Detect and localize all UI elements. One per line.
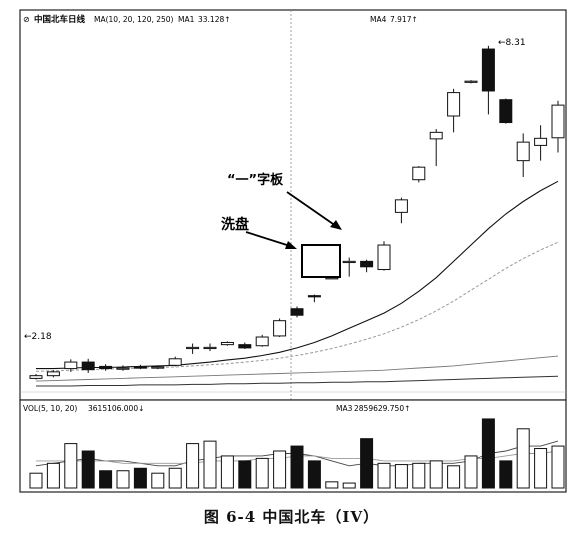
ma-line-ma4 <box>36 375 559 387</box>
low-price-label: ←2.18 <box>24 332 52 342</box>
volume-bar-up <box>516 428 530 489</box>
yi-board-arrow <box>286 191 337 227</box>
volume-bar-down <box>99 470 113 489</box>
yi-board-annotation: “一”字板 <box>227 172 284 188</box>
volume-bar-up <box>46 462 60 489</box>
volume-bar-down <box>499 460 513 489</box>
volume-bar-up <box>394 464 408 489</box>
volume-bar-up <box>255 457 269 489</box>
candle-down <box>481 48 495 92</box>
ma4-label: MA4 <box>370 15 387 24</box>
candlesticks <box>29 45 565 380</box>
volume-bar-up <box>447 465 461 489</box>
candle-up <box>273 320 287 337</box>
candle-up <box>64 361 78 370</box>
washout-highlight-box <box>301 244 341 278</box>
volume-bar-up <box>168 467 182 489</box>
volume-bar-up <box>342 482 356 489</box>
price-panel-title: 中国北车日线 <box>34 14 86 25</box>
figure-caption: 图 6-4 中国北车（IV） <box>203 508 380 526</box>
volume-bar-down <box>360 438 374 489</box>
volume-value: 3615106.000↓ <box>88 404 144 413</box>
volume-bar-up <box>29 472 43 489</box>
washout-arrowhead <box>285 241 297 249</box>
candle-down <box>499 99 513 124</box>
volume-bar-down <box>133 467 147 489</box>
candle-up <box>394 199 408 213</box>
volume-bar-up <box>220 455 234 489</box>
price-panel-frame <box>19 9 567 401</box>
volume-bar-up <box>377 462 391 489</box>
volume-bar-up <box>429 460 443 489</box>
ma-params: MA(10, 20, 120, 250) <box>94 15 174 24</box>
candle-up <box>186 346 200 350</box>
yi-board-arrowhead <box>330 220 342 230</box>
window-control-icon[interactable]: ⊘ <box>23 15 30 24</box>
volume-bar-up <box>203 440 217 489</box>
candle-down <box>360 260 374 268</box>
volume-bar-up <box>151 472 165 489</box>
candle-up <box>168 358 182 366</box>
candle-down <box>290 308 304 316</box>
volume-bar-down <box>238 460 252 489</box>
candle-up <box>29 375 43 379</box>
candle-up <box>516 141 530 162</box>
candle-up <box>377 244 391 271</box>
candle-down <box>81 361 95 371</box>
volume-bar-down <box>307 460 321 489</box>
ma-line-ma3 <box>35 355 559 382</box>
ma1-label: MA1 <box>178 15 195 24</box>
volume-bar-up <box>412 462 426 489</box>
candle-up <box>447 92 461 117</box>
candle-up <box>429 131 443 140</box>
candle-up <box>551 104 565 139</box>
candle-down <box>307 295 321 298</box>
volume-bar-down <box>81 450 95 489</box>
volume-bar-up <box>325 481 339 489</box>
ma1-value: 33.128↑ <box>198 15 231 24</box>
washout-arrow <box>245 231 291 247</box>
candle-up <box>255 336 269 347</box>
ma4-value: 7.917↑ <box>390 15 418 24</box>
candle-up <box>534 137 548 146</box>
candle-up <box>203 346 217 350</box>
volume-bar-up <box>534 448 548 489</box>
volume-bar-up <box>64 443 78 489</box>
candle-down <box>99 365 113 370</box>
volume-bar-up <box>186 443 200 489</box>
candle-up <box>464 80 478 83</box>
candle-up <box>46 371 60 377</box>
volume-bar-down <box>290 445 304 489</box>
volume-bar-up <box>116 470 130 489</box>
volume-bars <box>29 418 565 489</box>
candle-up <box>151 366 165 369</box>
volume-bar-up <box>464 455 478 489</box>
high-price-label: ←8.31 <box>498 38 526 48</box>
candle-up <box>412 166 426 181</box>
volume-panel-title: VOL(5, 10, 20) <box>23 404 77 413</box>
volume-ma3-label: MA3 <box>336 404 353 413</box>
candle-up <box>220 341 234 346</box>
volume-bar-up <box>551 445 565 489</box>
volume-ma3-value: 2859629.750↑ <box>354 404 410 413</box>
candle-up <box>116 367 130 370</box>
volume-bar-down <box>481 418 495 489</box>
candle-down <box>133 366 147 369</box>
candle-down <box>238 344 252 349</box>
volume-bar-up <box>273 450 287 489</box>
washout-annotation: 洗盘 <box>221 216 249 233</box>
candle-up <box>342 260 356 264</box>
